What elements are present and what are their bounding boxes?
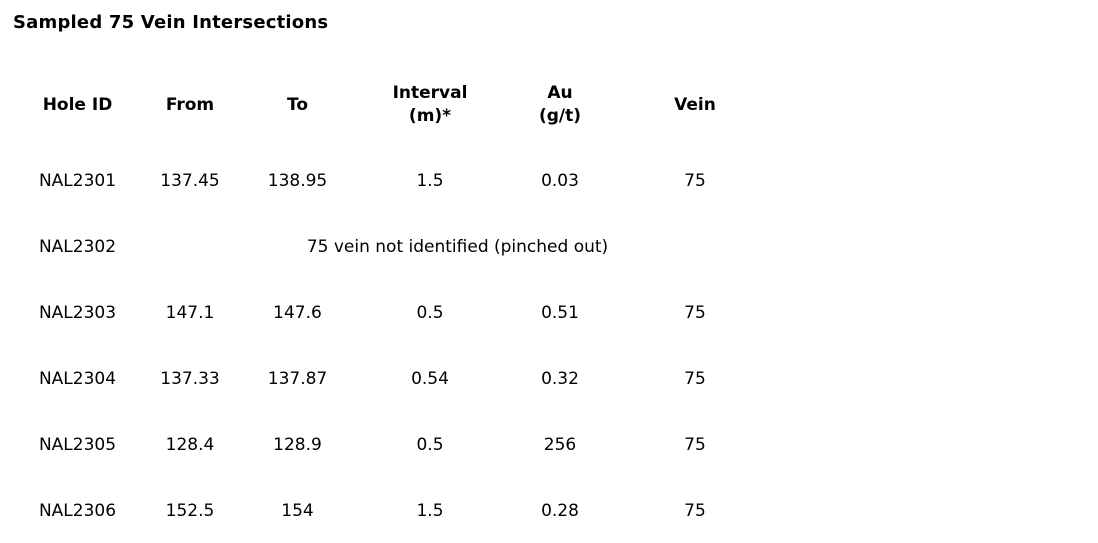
table-header-row: Hole ID From To Interval (m)* Au (g/t) V…: [25, 62, 785, 148]
table-row: NAL2303 147.1 147.6 0.5 0.51 75: [25, 280, 785, 346]
page-title: Sampled 75 Vein Intersections: [13, 12, 329, 33]
cell-interval: 0.5: [416, 435, 444, 455]
cell-interval: 0.54: [411, 369, 449, 389]
cell-vein: 75: [684, 501, 706, 521]
cell-to: 147.6: [273, 303, 322, 323]
cell-au: 0.03: [541, 171, 579, 191]
cell-interval: 1.5: [416, 171, 444, 191]
vein-intersections-table: Hole ID From To Interval (m)* Au (g/t) V…: [25, 62, 785, 543]
cell-from: 147.1: [165, 303, 215, 323]
cell-hole-id: NAL2303: [38, 303, 117, 323]
cell-vein: 75: [684, 435, 706, 455]
cell-to: 138.95: [267, 171, 328, 191]
cell-hole-id: NAL2302: [38, 237, 117, 257]
cell-from: 137.45: [160, 171, 220, 191]
column-header-to: To: [286, 94, 309, 115]
cell-hole-id: NAL2305: [38, 435, 117, 455]
column-header-vein: Vein: [674, 94, 716, 115]
cell-note: 75 vein not identified (pinched out): [306, 237, 609, 257]
table-row: NAL2306 152.5 154 1.5 0.28 75: [25, 478, 785, 543]
column-header-au: Au (g/t): [538, 83, 582, 126]
table-row: NAL2305 128.4 128.9 0.5 256 75: [25, 412, 785, 478]
cell-interval: 0.5: [416, 303, 444, 323]
cell-to: 137.87: [267, 369, 328, 389]
table-row: NAL2304 137.33 137.87 0.54 0.32 75: [25, 346, 785, 412]
cell-vein: 75: [684, 303, 706, 323]
cell-hole-id: NAL2304: [38, 369, 117, 389]
cell-hole-id: NAL2306: [38, 501, 117, 521]
cell-au: 256: [543, 435, 577, 455]
cell-to: 128.9: [273, 435, 322, 455]
cell-au: 0.51: [541, 303, 579, 323]
table-row: NAL2301 137.45 138.95 1.5 0.03 75: [25, 148, 785, 214]
column-header-interval: Interval (m)*: [392, 83, 468, 126]
cell-au: 0.28: [541, 501, 579, 521]
cell-au: 0.32: [541, 369, 579, 389]
cell-hole-id: NAL2301: [38, 171, 117, 191]
cell-from: 137.33: [160, 369, 220, 389]
cell-vein: 75: [684, 369, 706, 389]
cell-vein: 75: [684, 171, 706, 191]
cell-from: 152.5: [165, 501, 215, 521]
cell-from: 128.4: [165, 435, 215, 455]
cell-interval: 1.5: [416, 501, 444, 521]
cell-to: 154: [281, 501, 314, 521]
column-header-from: From: [165, 94, 215, 115]
table-row: NAL2302 75 vein not identified (pinched …: [25, 214, 785, 280]
column-header-hole-id: Hole ID: [42, 94, 113, 115]
